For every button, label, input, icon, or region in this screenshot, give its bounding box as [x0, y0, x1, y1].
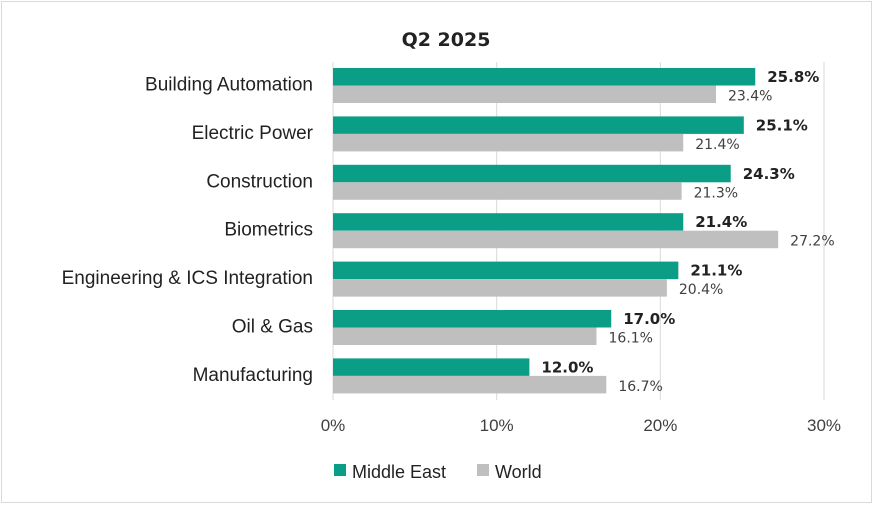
x-tick-label: 10% — [480, 416, 514, 435]
x-tick-label: 30% — [807, 416, 841, 435]
bar-middle-east — [333, 68, 756, 86]
bar-middle-east — [333, 358, 530, 376]
category-labels: Building Automation Electric Power Constru… — [62, 75, 314, 386]
bar-world — [333, 85, 716, 103]
category-label: Electric Power — [192, 123, 314, 144]
data-label-middle-east: 25.8% — [767, 68, 819, 86]
bar-world — [333, 375, 607, 394]
data-label-world: 23.4% — [728, 89, 772, 105]
bar-world — [333, 230, 779, 249]
bar-middle-east — [333, 116, 744, 134]
data-label-middle-east: 21.1% — [690, 262, 742, 280]
bar-world — [333, 133, 684, 152]
bar-middle-east — [333, 310, 612, 328]
legend-label-world: World — [495, 462, 542, 482]
bar-world — [333, 327, 597, 345]
data-label-middle-east: 21.4% — [695, 213, 747, 231]
data-label-world: 16.7% — [618, 379, 662, 395]
data-label-world: 16.1% — [609, 331, 653, 347]
bar-middle-east — [333, 213, 684, 231]
bar-middle-east — [333, 164, 731, 183]
data-label-middle-east: 17.0% — [623, 310, 675, 328]
category-label: Biometrics — [224, 220, 313, 241]
data-label-world: 27.2% — [790, 234, 834, 250]
category-label: Oil & Gas — [232, 317, 313, 338]
data-label-middle-east: 24.3% — [743, 165, 795, 183]
data-label-world: 21.4% — [695, 137, 739, 153]
category-label: Engineering & ICS Integration — [62, 268, 313, 289]
legend: Middle East World — [334, 462, 542, 482]
x-tick-label: 20% — [643, 416, 677, 435]
data-label-middle-east: 25.1% — [756, 116, 808, 134]
data-label-world: 20.4% — [679, 282, 723, 298]
category-label: Construction — [206, 171, 313, 192]
x-tick-label: 0% — [321, 416, 346, 435]
category-label: Manufacturing — [193, 365, 313, 386]
x-tick-labels: 0% 10% 20% 30% — [321, 416, 841, 435]
category-label: Building Automation — [145, 75, 313, 96]
bar-middle-east — [333, 261, 679, 280]
data-label-world: 21.3% — [694, 185, 738, 201]
chart-title: Q2 2025 — [402, 29, 491, 51]
bars: 25.8%23.4%25.1%21.4%24.3%21.3%21.4%27.2%… — [333, 68, 835, 395]
bar-world — [333, 279, 667, 297]
legend-swatch-world — [477, 464, 489, 476]
legend-swatch-middle-east — [334, 464, 346, 476]
legend-label-middle-east: Middle East — [352, 462, 446, 482]
data-label-middle-east: 12.0% — [541, 358, 593, 376]
bar-world — [333, 182, 682, 200]
